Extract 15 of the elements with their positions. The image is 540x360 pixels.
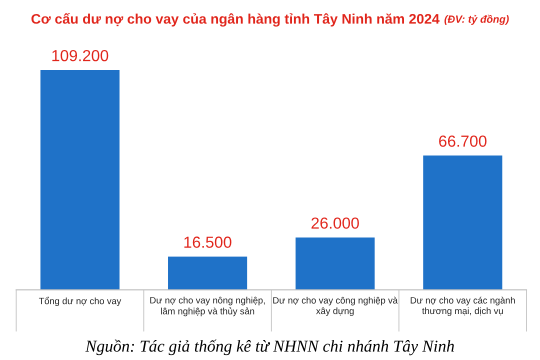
bar: [168, 256, 248, 290]
bar: [423, 156, 502, 290]
chart-title: Cơ cấu dư nợ cho vay của ngân hàng tỉnh Tây Ninh năm 2024: [31, 12, 440, 27]
x-tick-label: Tổng dư nợ cho vay: [38, 296, 122, 306]
chart-subtitle: (ĐV: tỷ đồng): [444, 14, 509, 25]
data-label: 109.200: [52, 50, 108, 62]
x-tick-label: Dư nợ cho vay công nghiệp và xây dựng: [273, 296, 398, 316]
x-tick-label: Dư nợ cho vay nông nghiệp, lâm nghiệp và thủy sản: [150, 296, 265, 316]
bar: [296, 237, 375, 290]
data-label: 66.700: [439, 136, 487, 147]
text: Nguồn: Tác giả thống kê từ NHNN chi nhánh Tây Ninh: [85, 340, 454, 356]
bar: [40, 70, 120, 290]
data-label: 26.000: [312, 217, 359, 229]
x-tick-label: Dư nợ cho vay các ngành thương mại, dịch vụ: [410, 296, 515, 316]
data-label: 16.500: [184, 236, 232, 248]
